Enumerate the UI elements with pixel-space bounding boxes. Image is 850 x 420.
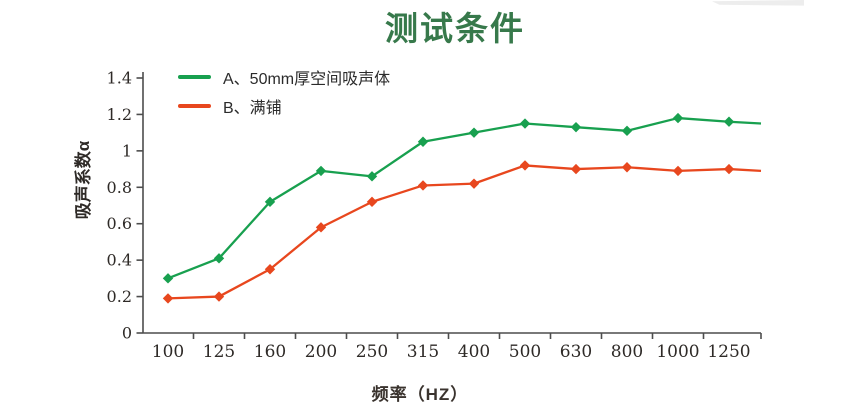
data-point-marker (570, 121, 582, 133)
x-tick-label: 315 (407, 342, 439, 362)
data-point-marker (162, 273, 174, 284)
corner-decoration (712, 0, 804, 6)
data-point-marker (723, 116, 735, 127)
legend-label-series-b: B、满铺 (223, 99, 282, 117)
x-tick-labels: 100 125 160 200 250 315 400 500 630 800 1000 1250 (152, 342, 751, 362)
x-tick-label: 250 (356, 342, 388, 362)
data-point-marker (162, 293, 174, 304)
series-a (162, 112, 762, 284)
series-a-line-swatch (178, 74, 211, 79)
x-tick-label: 400 (458, 342, 490, 362)
chart-legend: A、50mm厚空间吸声体 B、满铺 (178, 62, 390, 120)
y-tick-label: 1.4 (107, 69, 132, 88)
y-tick-labels: 0 0.2 0.4 0.6 0.8 1 1.2 1.4 (107, 69, 132, 343)
series-line (167, 164, 762, 300)
x-tick-label: 200 (305, 342, 337, 362)
y-tick-label: 0 (122, 324, 132, 343)
series-line (167, 116, 762, 280)
data-point-marker (366, 171, 378, 182)
data-point-marker (621, 162, 633, 173)
data-point-marker (570, 163, 582, 175)
data-point-marker (468, 178, 480, 189)
data-point-marker (213, 253, 225, 264)
y-tick-label: 1.2 (107, 105, 132, 124)
data-point-marker (417, 136, 429, 147)
data-point-marker (315, 222, 327, 233)
x-tick-label: 1000 (656, 342, 699, 362)
legend-label-series-a: A、50mm厚空间吸声体 (223, 70, 391, 88)
data-point-marker (315, 165, 327, 177)
legend-item-series-a: A、50mm厚空间吸声体 (178, 62, 390, 91)
data-point-marker (213, 291, 225, 302)
x-tick-label: 125 (203, 342, 235, 362)
y-tick-label: 0.8 (107, 178, 132, 197)
series-b-line-swatch (178, 103, 211, 108)
legend-item-series-b: B、满铺 (178, 91, 390, 120)
series-b (162, 160, 762, 304)
y-tick-label: 1 (122, 141, 132, 160)
data-point-marker (723, 163, 735, 175)
data-point-marker (264, 264, 276, 275)
y-axis-title: 吸声系数α (74, 140, 93, 220)
data-point-marker (366, 196, 378, 208)
y-tick-label: 0.4 (107, 251, 132, 270)
x-tick-label: 630 (560, 342, 592, 362)
y-tick-label: 0.2 (107, 287, 132, 306)
data-point-marker (519, 160, 531, 171)
data-point-marker (672, 112, 684, 124)
chart-title: 测试条件 (385, 10, 525, 47)
data-point-marker (264, 196, 276, 208)
data-point-marker (621, 125, 633, 137)
x-tick-label: 500 (509, 342, 541, 362)
x-axis-title: 频率（HZ） (371, 385, 469, 404)
axes (136, 72, 762, 339)
x-tick-label: 1250 (707, 342, 750, 362)
y-tick-label: 0.6 (107, 214, 132, 233)
x-tick-label: 800 (611, 342, 643, 362)
data-point-marker (672, 165, 684, 177)
x-tick-label: 160 (254, 342, 286, 362)
data-point-marker (417, 180, 429, 191)
data-point-marker (519, 118, 531, 129)
x-tick-label: 100 (152, 342, 184, 362)
data-point-marker (468, 127, 480, 138)
